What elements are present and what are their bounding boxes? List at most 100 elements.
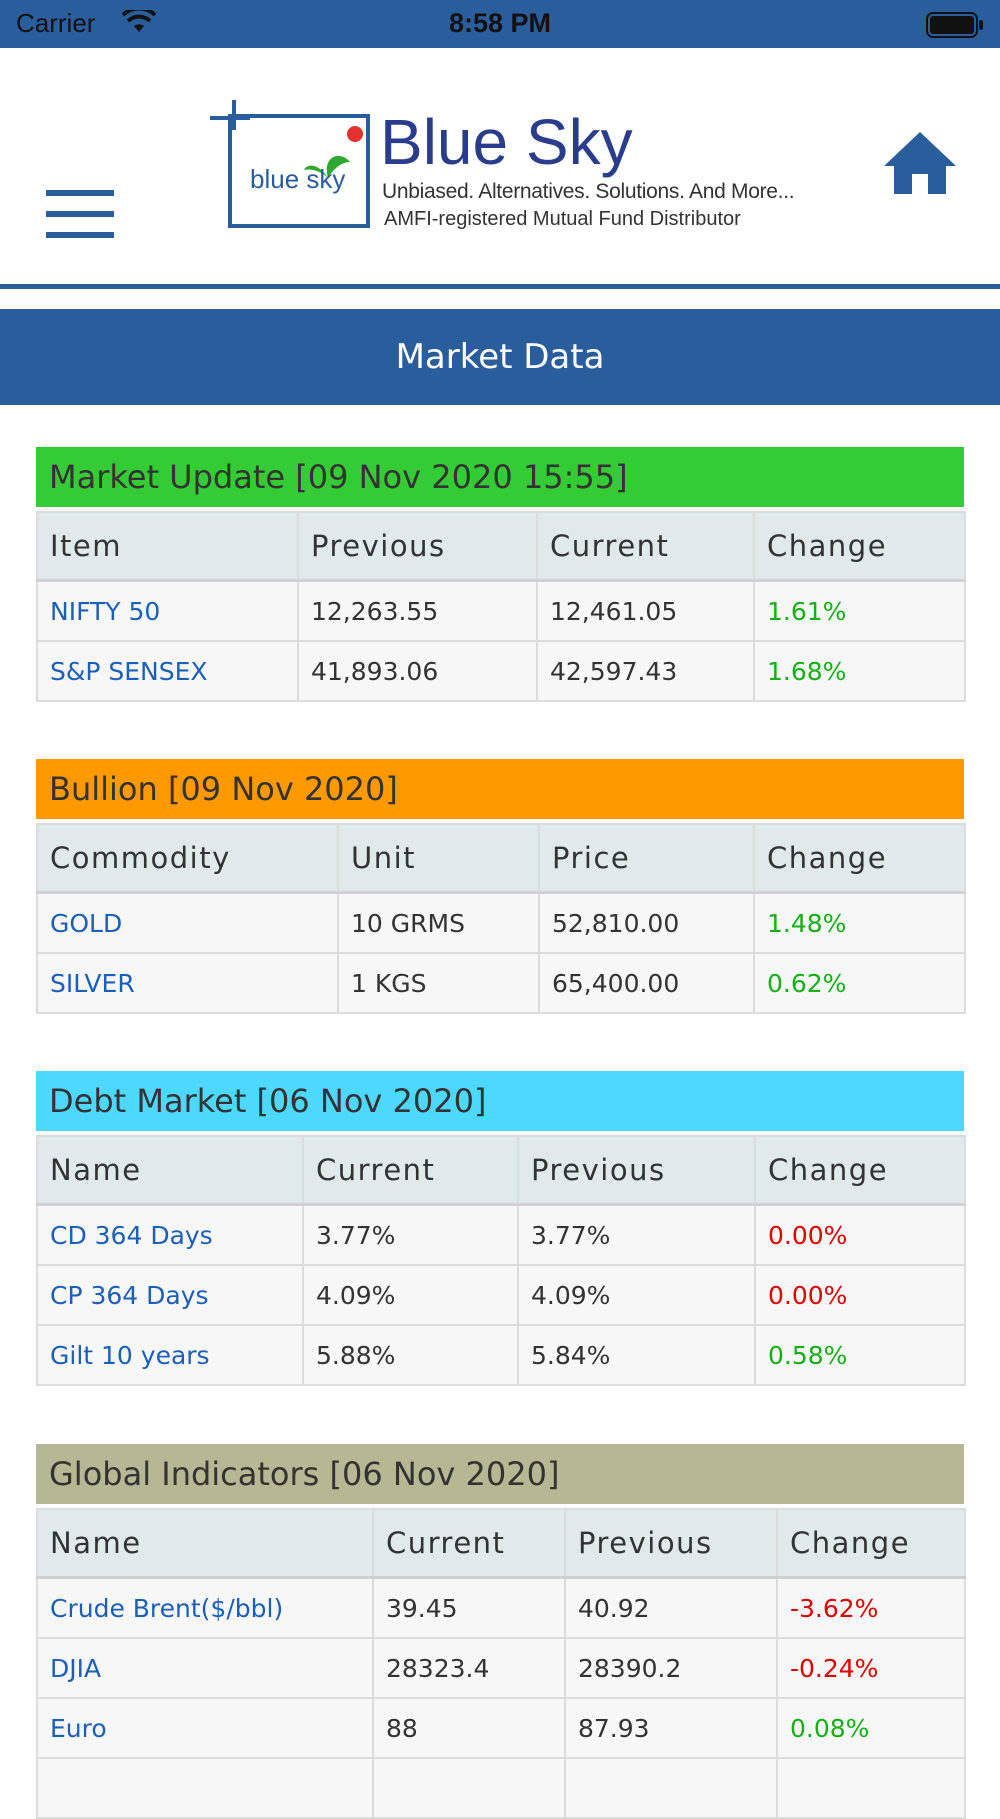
table-row: GOLD 10 GRMS 52,810.00 1.48% [36,891,966,954]
table-header-row: Item Previous Current Change [36,511,966,582]
bullion-section: Bullion [09 Nov 2020] Commodity Unit Pri… [36,759,966,1014]
column-header: Previous [564,1508,778,1579]
change-value: 0.58% [754,1324,966,1386]
battery-icon [926,12,984,42]
column-header: Price [538,823,755,894]
market-update-table: Item Previous Current Change NIFTY 50 12… [36,511,966,702]
previous-value [564,1757,778,1819]
current-value [372,1757,566,1819]
table-row [36,1757,966,1819]
section-title: Bullion [09 Nov 2020] [36,759,964,819]
page-title: Market Data [0,309,1000,405]
table-row: Euro 88 87.93 0.08% [36,1697,966,1759]
bullion-table: Commodity Unit Price Change GOLD 10 GRMS… [36,823,966,1014]
price-value: 65,400.00 [538,952,755,1014]
previous-value: 5.84% [517,1324,756,1386]
logo-small-text: blue sky [250,164,345,194]
column-header: Unit [337,823,540,894]
current-value: 39.45 [372,1576,566,1639]
item-link[interactable]: DJIA [36,1637,374,1699]
status-bar: Carrier 8:58 PM [0,0,1000,48]
previous-value: 40.92 [564,1576,778,1639]
home-icon[interactable] [882,130,958,200]
change-value: 0.08% [776,1697,966,1759]
column-header: Previous [517,1135,756,1206]
previous-value: 87.93 [564,1697,778,1759]
change-value: 1.61% [753,579,966,642]
table-row: SILVER 1 KGS 65,400.00 0.62% [36,952,966,1014]
header-divider [0,284,1000,289]
section-title: Debt Market [06 Nov 2020] [36,1071,964,1131]
logo-tagline: Unbiased. Alternatives. Solutions. And M… [382,180,795,203]
column-header: Item [36,511,299,582]
item-link[interactable]: CD 364 Days [36,1203,304,1266]
debt-market-table: Name Current Previous Change CD 364 Days… [36,1135,966,1386]
change-value: 0.00% [754,1264,966,1326]
current-value: 5.88% [302,1324,519,1386]
table-row: CD 364 Days 3.77% 3.77% 0.00% [36,1203,966,1266]
current-value: 4.09% [302,1264,519,1326]
clock: 8:58 PM [448,8,552,38]
app-header: blue sky Blue Sky Unbiased. Alternatives… [0,48,1000,284]
debt-market-section: Debt Market [06 Nov 2020] Name Current P… [36,1071,966,1386]
logo-mark-icon: blue sky [210,100,370,228]
table-row: Gilt 10 years 5.88% 5.84% 0.58% [36,1324,966,1386]
column-header: Current [302,1135,519,1206]
column-header: Current [372,1508,566,1579]
column-header: Change [753,511,966,582]
item-link[interactable]: GOLD [36,891,339,954]
change-value: 1.68% [753,640,966,702]
table-header-row: Name Current Previous Change [36,1508,966,1579]
table-header-row: Name Current Previous Change [36,1135,966,1206]
current-value: 28323.4 [372,1637,566,1699]
market-update-section: Market Update [09 Nov 2020 15:55] Item P… [36,447,966,702]
current-value: 12,461.05 [536,579,755,642]
previous-value: 12,263.55 [297,579,538,642]
item-link[interactable]: Gilt 10 years [36,1324,304,1386]
previous-value: 4.09% [517,1264,756,1326]
current-value: 88 [372,1697,566,1759]
table-header-row: Commodity Unit Price Change [36,823,966,894]
change-value [776,1757,966,1819]
item-link[interactable] [36,1757,374,1819]
previous-value: 28390.2 [564,1637,778,1699]
column-header: Previous [297,511,538,582]
change-value: 0.62% [753,952,966,1014]
table-row: NIFTY 50 12,263.55 12,461.05 1.61% [36,579,966,642]
change-value: 0.00% [754,1203,966,1266]
section-title: Global Indicators [06 Nov 2020] [36,1444,964,1504]
column-header: Current [536,511,755,582]
column-header: Change [776,1508,966,1579]
item-link[interactable]: CP 364 Days [36,1264,304,1326]
logo-registration: AMFI-registered Mutual Fund Distributor [384,208,741,230]
column-header: Commodity [36,823,339,894]
global-indicators-section: Global Indicators [06 Nov 2020] Name Cur… [36,1444,966,1819]
table-row: S&P SENSEX 41,893.06 42,597.43 1.68% [36,640,966,702]
item-link[interactable]: Euro [36,1697,374,1759]
column-header: Change [753,823,966,894]
current-value: 42,597.43 [536,640,755,702]
previous-value: 41,893.06 [297,640,538,702]
unit-value: 1 KGS [337,952,540,1014]
column-header: Name [36,1135,304,1206]
unit-value: 10 GRMS [337,891,540,954]
column-header: Change [754,1135,966,1206]
item-link[interactable]: NIFTY 50 [36,579,299,642]
change-value: -3.62% [776,1576,966,1639]
current-value: 3.77% [302,1203,519,1266]
logo-title: Blue Sky [380,106,633,178]
item-link[interactable]: Crude Brent($/bbl) [36,1576,374,1639]
change-value: -0.24% [776,1637,966,1699]
hamburger-menu-icon[interactable] [46,190,114,238]
column-header: Name [36,1508,374,1579]
global-indicators-table: Name Current Previous Change Crude Brent… [36,1508,966,1819]
table-row: Crude Brent($/bbl) 39.45 40.92 -3.62% [36,1576,966,1639]
price-value: 52,810.00 [538,891,755,954]
item-link[interactable]: SILVER [36,952,339,1014]
table-row: DJIA 28323.4 28390.2 -0.24% [36,1637,966,1699]
previous-value: 3.77% [517,1203,756,1266]
carrier-label: Carrier [16,8,96,38]
table-row: CP 364 Days 4.09% 4.09% 0.00% [36,1264,966,1326]
item-link[interactable]: S&P SENSEX [36,640,299,702]
section-title: Market Update [09 Nov 2020 15:55] [36,447,964,507]
